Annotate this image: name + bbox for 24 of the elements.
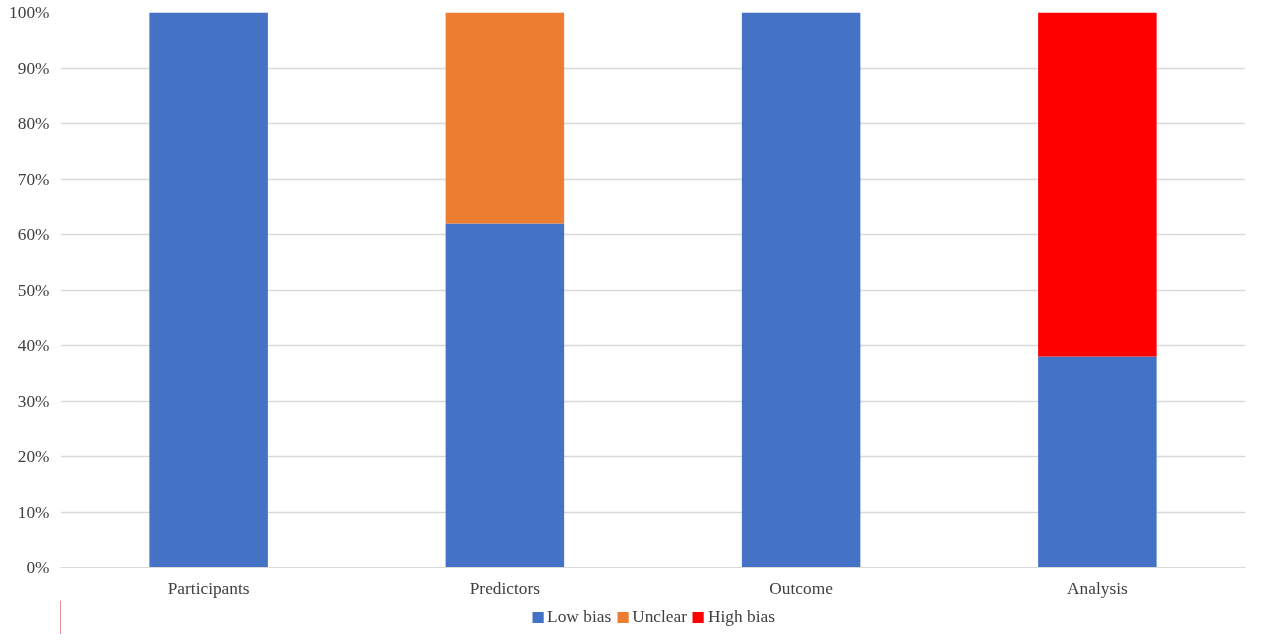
legend-label: Unclear [632,607,687,627]
bar [445,12,565,224]
y-tick-label: 50% [17,280,50,300]
bar [445,223,565,568]
x-tick-label: Analysis [1067,578,1128,598]
y-tick-label: 100% [9,3,50,22]
x-tick-label: Outcome [769,578,834,598]
x-tick-label: Participants [167,578,250,598]
y-tick-label: 20% [17,447,50,466]
legend-label: High bias [707,607,775,627]
y-tick-label: 40% [17,336,50,355]
x-tick-label: Predictors [469,578,541,598]
y-tick-label: 30% [17,391,50,411]
y-tick-label: 0% [26,558,50,577]
bar [1038,356,1157,568]
y-tick-label: 80% [17,114,50,133]
y-tick-label: 90% [17,58,50,78]
y-tick-label: 70% [17,169,50,189]
y-tick-label: 10% [17,502,50,522]
bar [149,12,268,568]
bar [1038,12,1157,357]
bar [741,12,861,568]
legend-label: Low bias [547,607,612,627]
y-tick-label: 60% [17,225,50,244]
